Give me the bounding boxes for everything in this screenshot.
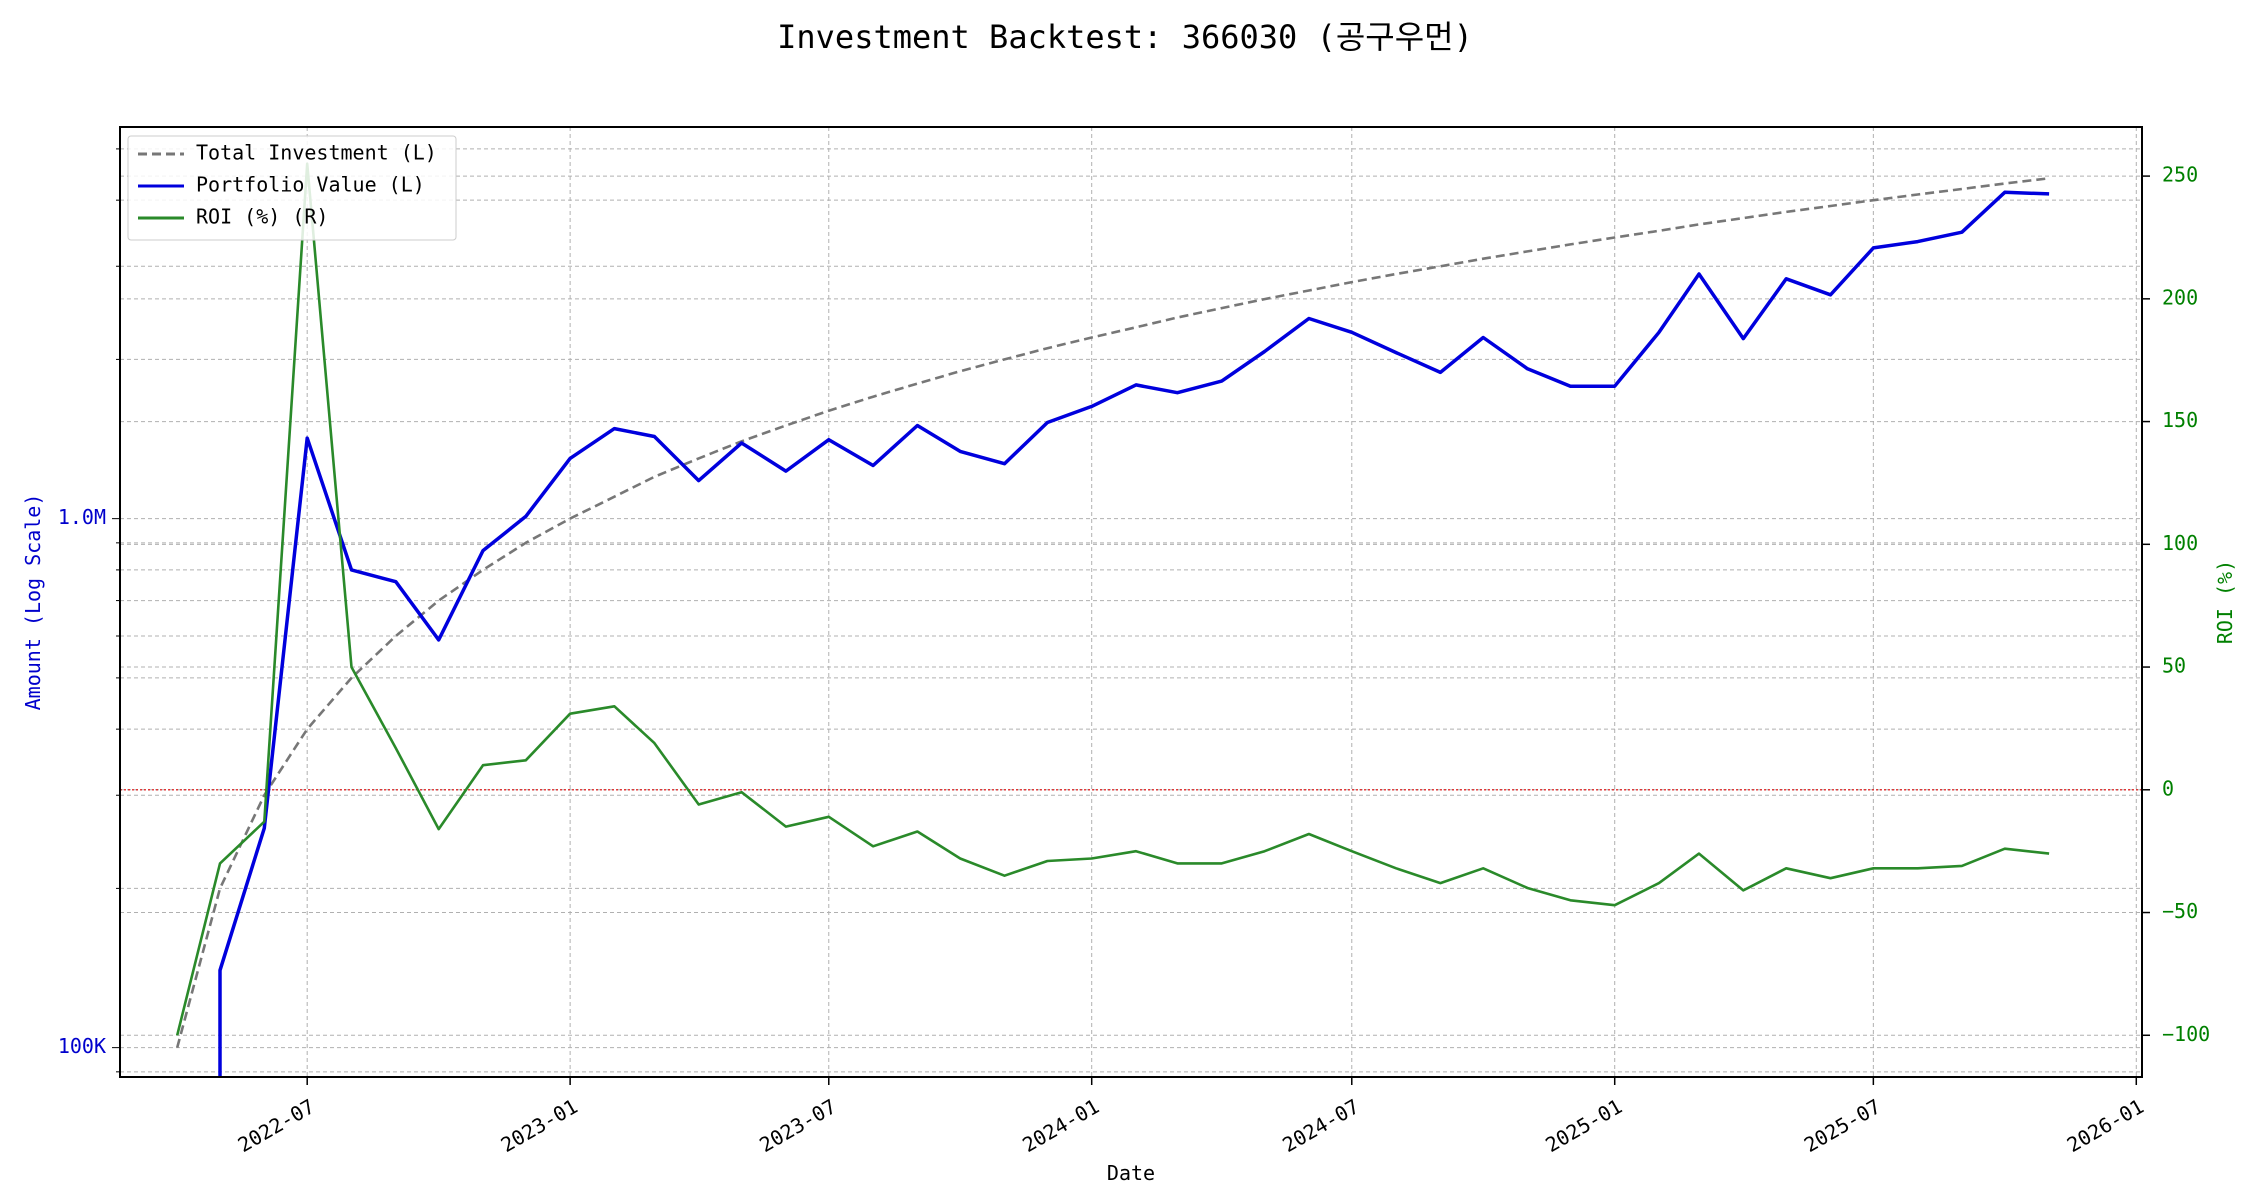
x-tick-label: 2025-07	[1800, 1094, 1885, 1157]
x-tick-label: 2024-01	[1018, 1094, 1103, 1157]
series-lines	[175, 162, 2050, 1077]
x-axis-label: Date	[1107, 1161, 1155, 1185]
axes: 2022-07 2023-01 2023-07 2024-01 2024-07 2025-…	[58, 148, 2210, 1157]
right-tick-label: 200	[2162, 285, 2198, 309]
legend: Total Investment (L) Portfolio Value (L) R…	[127, 135, 457, 241]
right-tick-label: 100	[2162, 531, 2198, 555]
right-tick-label: −100	[2162, 1022, 2210, 1046]
right-tick-label: 150	[2162, 408, 2198, 432]
x-tick-label: 2022-07	[234, 1094, 319, 1157]
legend-label: Portfolio Value (L)	[196, 173, 425, 197]
y-axis-right-label: ROI (%)	[2213, 560, 2237, 644]
right-tick-label: 50	[2162, 654, 2186, 678]
legend-box	[127, 135, 457, 241]
right-tick-label: −50	[2162, 899, 2198, 923]
x-tick-label: 2026-01	[2063, 1094, 2148, 1157]
plot-area-frame	[119, 126, 2143, 1078]
left-tick-label: 1.0M	[58, 505, 106, 529]
series-line-1	[218, 190, 2050, 1077]
chart-title: Investment Backtest: 366030 (공구우먼)	[777, 18, 1473, 56]
x-tick-label: 2023-01	[497, 1094, 582, 1157]
x-tick-label: 2024-07	[1278, 1094, 1363, 1157]
legend-label: Total Investment (L)	[196, 141, 437, 165]
legend-label: ROI (%) (R)	[196, 205, 328, 229]
grid-lines	[120, 127, 2142, 1077]
left-tick-label: 100K	[58, 1034, 106, 1058]
right-tick-label: 0	[2162, 776, 2174, 800]
series-line-0	[175, 177, 2050, 1048]
y-axis-left-label: Amount (Log Scale)	[21, 494, 45, 711]
x-tick-label: 2023-07	[755, 1094, 840, 1157]
x-tick-label: 2025-01	[1541, 1094, 1626, 1157]
right-tick-label: 250	[2162, 163, 2198, 187]
series-line-2	[175, 162, 2050, 1036]
